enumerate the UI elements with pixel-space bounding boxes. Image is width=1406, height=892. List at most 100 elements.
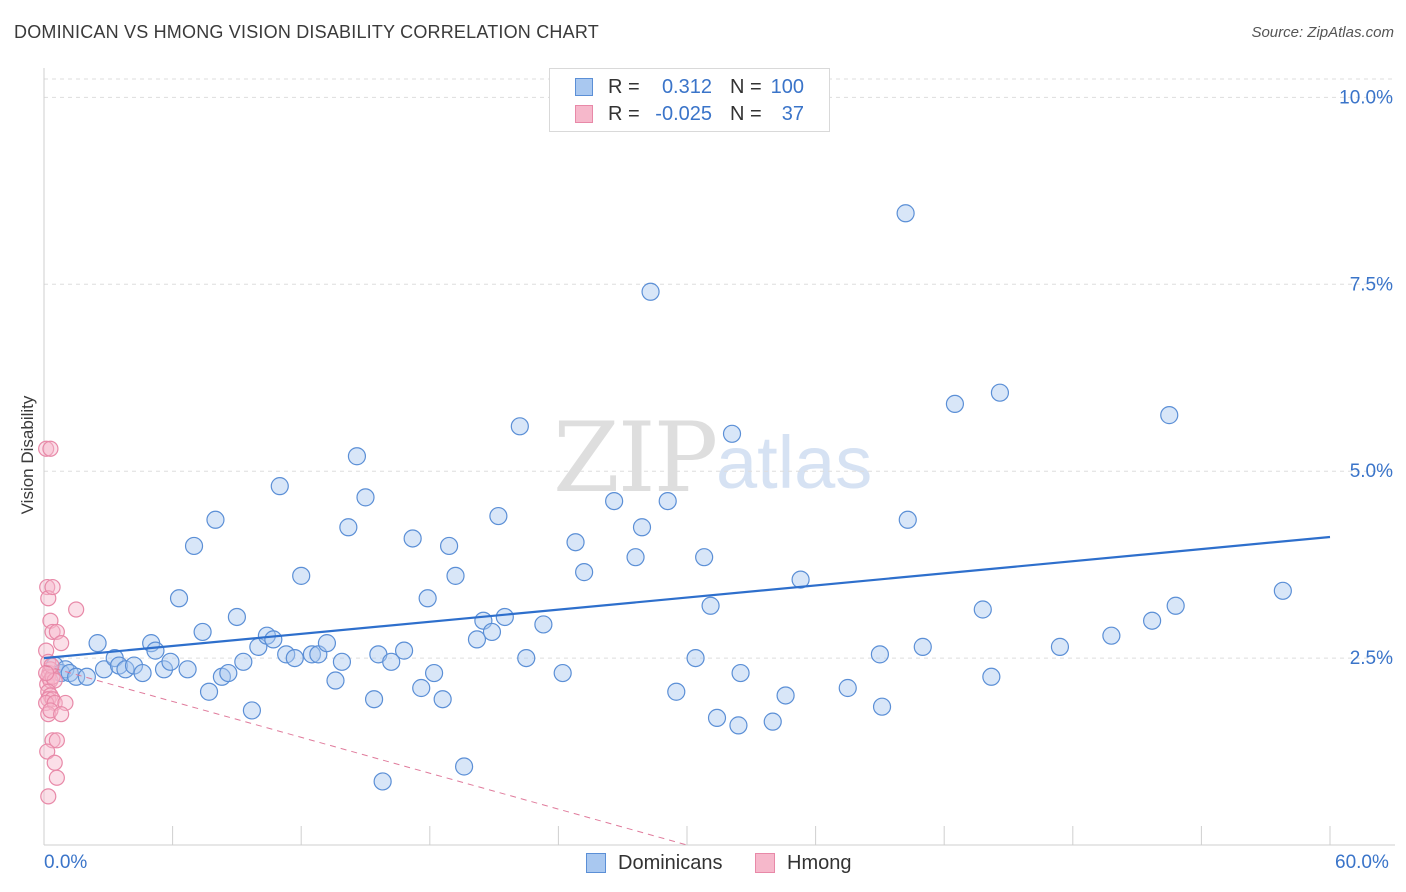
y-tick-label: 10.0%: [1339, 87, 1393, 108]
hmong-point: [44, 578, 61, 596]
dominican-point: [838, 678, 857, 698]
dominican-point: [982, 667, 1001, 686]
legend-r-label: R =: [608, 103, 640, 125]
dominican-point: [913, 637, 932, 656]
legend-r-label: R =: [608, 76, 640, 98]
dominican-point: [154, 660, 174, 679]
dominican-point: [566, 533, 585, 552]
legend-row-hmong: R = -0.025 N = 37: [550, 100, 829, 128]
hmong-point: [48, 732, 65, 749]
stats-legend: R = 0.312 N = 100 R = -0.025 N = 37: [549, 68, 830, 132]
hmong-point: [44, 623, 61, 641]
bottom-legend-label: Dominicans: [618, 852, 723, 874]
dominican-point: [510, 417, 529, 436]
dominican-point: [707, 708, 727, 728]
dominican-point: [146, 641, 165, 660]
bottom-legend-label: Hmong: [787, 852, 852, 874]
dominican-point: [729, 716, 748, 735]
dominican-point: [1143, 611, 1162, 630]
dominican-point: [424, 663, 444, 683]
dominican-point: [446, 566, 465, 585]
dominican-point: [292, 566, 311, 585]
dominican-point: [326, 671, 345, 690]
axes: [43, 68, 1395, 846]
chart-title: DOMINICAN VS HMONG VISION DISABILITY COR…: [14, 22, 599, 42]
dominican-point: [199, 682, 219, 701]
y-tick-labels: 2.5% 5.0% 7.5% 10.0%: [1339, 87, 1393, 669]
dominican-point: [467, 630, 487, 649]
legend-r-value: -0.025: [655, 103, 712, 125]
y-tick-label: 5.0%: [1350, 461, 1393, 482]
hmong-point: [46, 754, 63, 771]
hmong-point: [53, 706, 70, 723]
legend-swatch-pink: [575, 105, 593, 123]
x-tick-label-max: 60.0%: [1335, 852, 1389, 873]
dominican-point: [896, 204, 915, 223]
dominican-point: [270, 477, 289, 496]
dominican-point: [776, 686, 795, 705]
dominican-point: [373, 772, 392, 791]
legend-swatch-blue: [575, 78, 593, 96]
hmong-point: [38, 440, 55, 457]
dominican-point: [973, 600, 992, 619]
legend-n-value: 100: [770, 76, 804, 98]
dominican-point: [1160, 406, 1179, 425]
dominican-point: [898, 510, 917, 529]
dominican-point: [178, 660, 197, 679]
dominican-point: [626, 548, 645, 567]
bottom-legend-swatch-blue: [586, 853, 606, 873]
dominican-point: [872, 697, 892, 716]
dominican-point: [332, 652, 352, 671]
watermark-atlas: atlas: [716, 421, 873, 504]
watermark-zip: ZIP: [553, 402, 718, 514]
dominican-point: [193, 622, 212, 642]
dominican-point: [632, 518, 652, 537]
trend-lines: [43, 535, 1331, 846]
legend-n-value: 37: [781, 103, 804, 125]
dominican-point: [412, 678, 431, 698]
dominican-point: [242, 701, 262, 720]
dominican-point: [403, 529, 422, 548]
dominican-point: [489, 506, 508, 526]
dominican-point: [695, 548, 714, 567]
dominican-point: [234, 652, 253, 671]
dominican-point: [133, 663, 152, 683]
dominican-point: [356, 488, 375, 507]
dominican-point: [264, 630, 283, 649]
dominican-point: [990, 383, 1010, 402]
x-tick-label-min: 0.0%: [44, 852, 88, 873]
dominican-point: [1273, 581, 1292, 600]
dominican-point: [1102, 626, 1121, 645]
dominican-point: [418, 589, 437, 608]
dominican-point: [364, 690, 384, 709]
dominican-point: [302, 645, 322, 664]
dominicans-trend-line: [43, 535, 1331, 660]
dominican-point: [347, 447, 367, 466]
dominican-point: [227, 607, 246, 627]
dominican-point: [433, 690, 452, 709]
dominican-point: [439, 536, 459, 556]
dominican-point: [285, 648, 304, 668]
dominican-point: [517, 648, 536, 668]
dominican-point: [161, 652, 180, 671]
hmong-point: [68, 601, 85, 618]
dominican-point: [667, 682, 686, 701]
bottom-legend-swatch-pink: [755, 853, 775, 873]
dominican-point: [219, 663, 238, 683]
hmong-point: [38, 664, 55, 682]
dominican-point: [88, 634, 107, 653]
legend-r-value: 0.312: [661, 76, 712, 98]
source-credit: Source: ZipAtlas.com: [1251, 24, 1394, 41]
dominican-point: [945, 394, 965, 414]
dominican-point: [870, 645, 890, 664]
dominican-point: [534, 615, 553, 634]
dominican-point: [722, 424, 742, 443]
dominican-point: [67, 667, 86, 686]
dominican-point: [575, 563, 594, 582]
dominican-point: [317, 634, 337, 653]
hmong-point: [48, 769, 65, 786]
y-tick-label: 7.5%: [1350, 274, 1393, 295]
dominican-point: [382, 652, 401, 671]
dominican-point: [641, 282, 660, 301]
dominican-point: [482, 622, 502, 642]
